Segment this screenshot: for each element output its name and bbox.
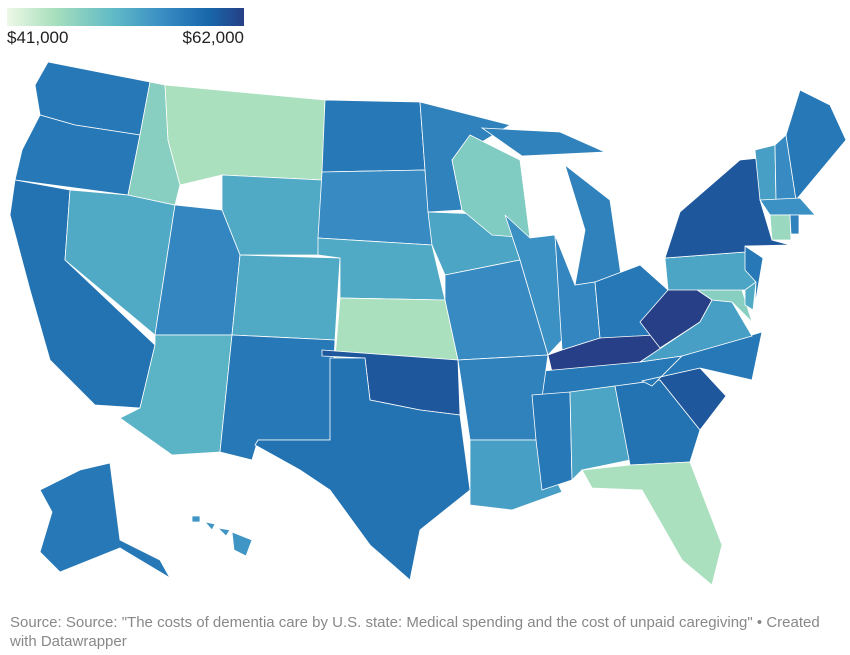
state-me[interactable] <box>785 89 847 201</box>
legend-min-label: $41,000 <box>7 28 69 47</box>
legend-gradient-bar <box>7 8 244 26</box>
state-tx[interactable] <box>254 357 471 581</box>
state-ms[interactable] <box>531 391 573 491</box>
state-al[interactable] <box>569 385 631 481</box>
color-legend: $41,000 $62,000 <box>7 8 244 48</box>
state-mt[interactable] <box>164 84 326 186</box>
legend-max-label: $62,000 <box>182 28 244 47</box>
state-co[interactable] <box>231 254 341 341</box>
state-nj[interactable] <box>744 245 764 306</box>
state-pa[interactable] <box>664 251 757 291</box>
state-nd[interactable] <box>321 99 426 173</box>
state-wi[interactable] <box>451 134 531 239</box>
state-ri[interactable] <box>789 214 800 235</box>
state-ks[interactable] <box>334 297 459 361</box>
state-ma[interactable] <box>759 197 816 216</box>
state-hi[interactable] <box>191 515 253 557</box>
state-fl[interactable] <box>581 461 723 586</box>
state-wy[interactable] <box>221 174 323 256</box>
state-ak[interactable] <box>39 462 172 580</box>
state-ct[interactable] <box>769 214 792 241</box>
source-footer: Source: Source: "The costs of dementia c… <box>10 614 820 650</box>
state-sd[interactable] <box>317 169 433 246</box>
